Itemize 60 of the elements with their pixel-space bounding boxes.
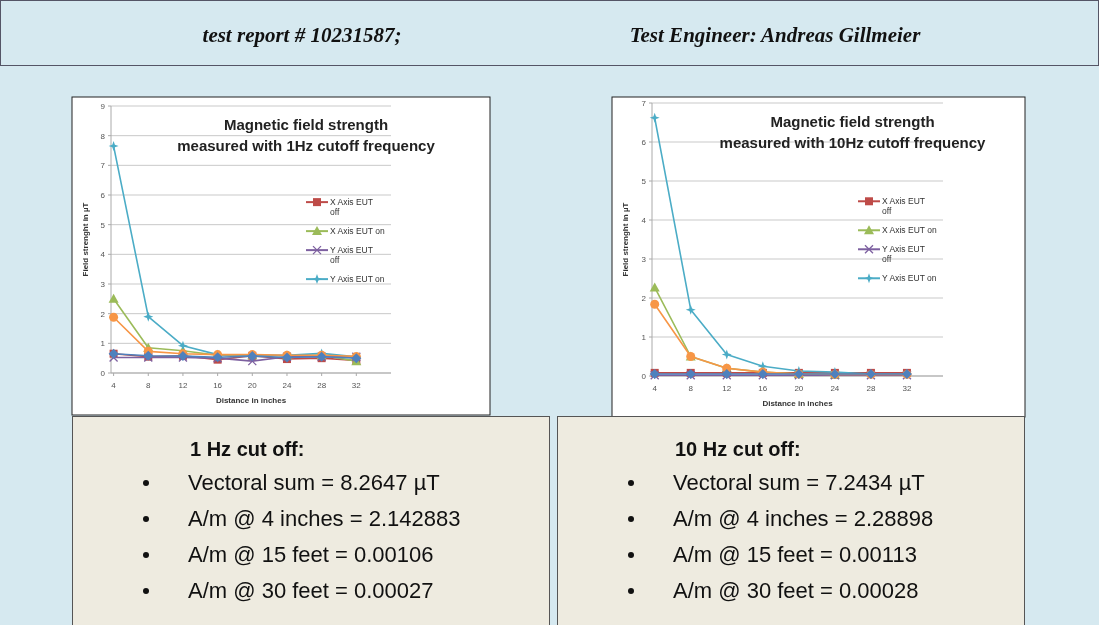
x-tick-label: 20 xyxy=(794,384,804,393)
y-tick-label: 1 xyxy=(641,333,647,342)
y-tick-label: 2 xyxy=(641,294,647,303)
y-tick-label: 6 xyxy=(100,191,106,200)
y-tick-label: 1 xyxy=(100,339,106,349)
legend-label: X Axis EUT on xyxy=(330,226,385,237)
y-axis-title: Field strenght in µT xyxy=(621,202,630,277)
x-axis-title: Distance in inches xyxy=(762,399,834,408)
legend-label: Y Axis EUT off xyxy=(330,245,373,266)
y-tick-label: 8 xyxy=(100,131,106,141)
x-tick-label: 24 xyxy=(830,384,840,393)
text: 1 Hz cut off: xyxy=(190,438,305,460)
text: Magnetic field strength measured with 1Hz cutoff frequency xyxy=(177,116,436,154)
y-tick-label: 0 xyxy=(641,372,647,381)
y-tick-label: 5 xyxy=(100,220,106,230)
x-tick-label: 32 xyxy=(351,381,362,390)
y-tick-label: 7 xyxy=(641,99,647,108)
legend-label: Y Axis EUT off xyxy=(882,244,925,265)
y-tick-label: 5 xyxy=(641,177,647,186)
legend-label: Y Axis EUT on xyxy=(330,274,385,285)
y-tick-label: 3 xyxy=(100,280,106,289)
legend-label: Y Axis EUT on xyxy=(882,273,937,284)
y-tick-label: 4 xyxy=(100,250,106,260)
text: test report # 10231587; xyxy=(202,23,402,47)
text: A/m @ 30 feet = 0.00028 xyxy=(673,578,919,603)
text: 10 Hz cut off: xyxy=(675,438,801,460)
x-tick-label: 24 xyxy=(282,381,292,390)
legend-label: X Axis EUT on xyxy=(882,225,937,236)
y-tick-label: 7 xyxy=(100,161,106,171)
x-tick-label: 28 xyxy=(317,381,327,390)
x-tick-label: 8 xyxy=(688,384,694,393)
text: A/m @ 4 inches = 2.28898 xyxy=(673,506,934,531)
text: A/m @ 30 feet = 0.00027 xyxy=(188,578,434,603)
text: Test Engineer: Andreas Gillmeier xyxy=(629,23,922,47)
y-tick-label: 4 xyxy=(641,216,647,225)
text: Vectoral sum = 7.2434 µT xyxy=(673,470,925,495)
y-tick-label: 2 xyxy=(100,309,106,319)
y-tick-label: 6 xyxy=(641,138,647,147)
y-tick-label: 9 xyxy=(100,102,106,111)
text: Magnetic field strength measured with 10Hz cutoff frequency xyxy=(719,113,987,151)
text: A/m @ 4 inches = 2.142883 xyxy=(188,506,461,531)
legend-label: X Axis EUT off xyxy=(882,196,925,217)
x-tick-label: 4 xyxy=(111,381,117,390)
y-tick-label: 0 xyxy=(100,369,106,378)
x-tick-label: 12 xyxy=(178,381,188,390)
text: Vectoral sum = 8.2647 µT xyxy=(188,470,440,495)
y-tick-label: 3 xyxy=(641,255,647,264)
x-tick-label: 20 xyxy=(247,381,258,390)
x-tick-label: 16 xyxy=(758,384,768,393)
x-tick-label: 16 xyxy=(213,381,223,390)
x-axis-title: Distance in inches xyxy=(215,396,287,405)
x-tick-label: 4 xyxy=(652,384,658,393)
x-tick-label: 32 xyxy=(902,384,912,393)
text: A/m @ 15 feet = 0.00113 xyxy=(673,542,917,567)
x-tick-label: 8 xyxy=(146,381,152,390)
text: A/m @ 15 feet = 0.00106 xyxy=(188,542,434,567)
y-axis-title: Field strenght in µT xyxy=(81,202,90,277)
x-tick-label: 12 xyxy=(722,384,732,393)
x-tick-label: 28 xyxy=(866,384,876,393)
legend-label: X Axis EUT off xyxy=(330,197,373,218)
